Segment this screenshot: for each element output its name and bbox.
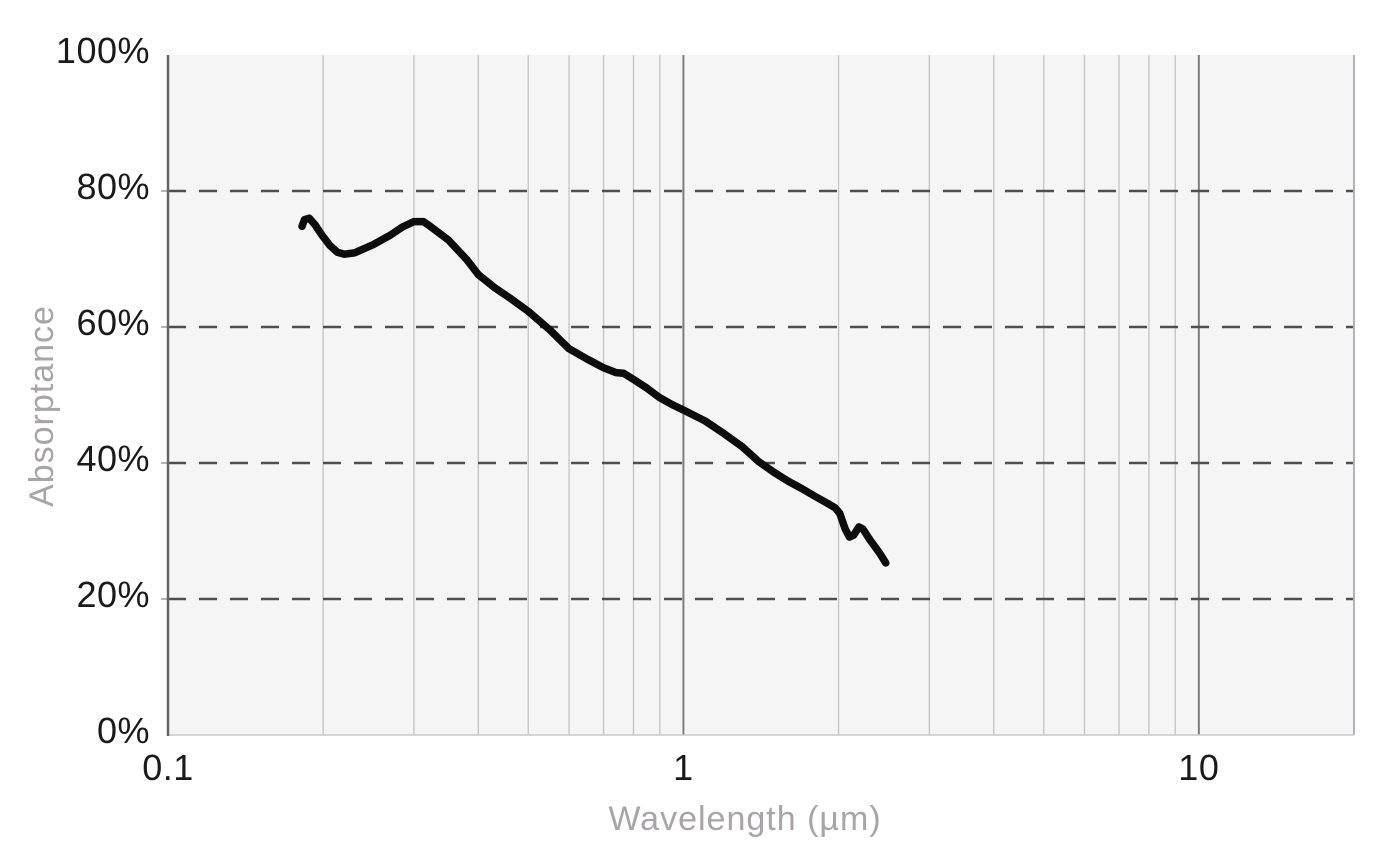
y-tick-label-60: 60% [76,302,150,343]
y-tick-label-20: 20% [76,574,150,615]
absorptance-curve [298,214,890,567]
plot-area [168,55,1354,735]
x-tick-label-10: 10 [1178,747,1220,788]
x-tick-label-1: 1 [673,747,694,788]
y-tick-label-40: 40% [76,438,150,479]
x-tick-label-0_1: 0.1 [142,747,194,788]
y-tick-label-100: 100% [55,30,150,71]
x-axis-title: Wavelength (µm) [608,800,882,838]
y-tick-label-0: 0% [96,710,150,751]
y-tick-label-80: 80% [76,166,150,207]
